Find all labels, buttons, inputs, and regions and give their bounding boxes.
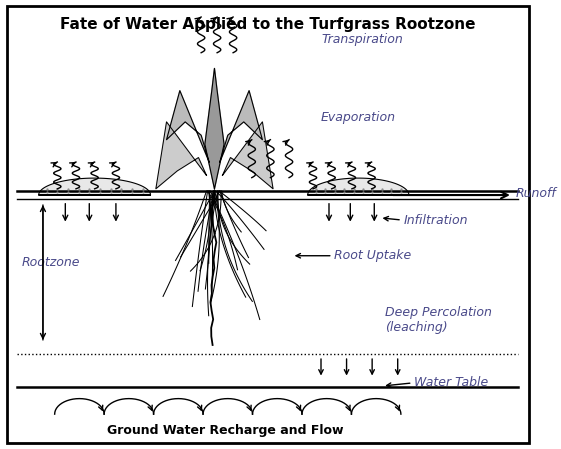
Text: Fate of Water Applied to the Turfgrass Rootzone: Fate of Water Applied to the Turfgrass R… bbox=[60, 17, 476, 32]
Polygon shape bbox=[39, 178, 150, 195]
Text: Water Table: Water Table bbox=[414, 376, 489, 389]
Text: Infiltration: Infiltration bbox=[403, 214, 468, 227]
Polygon shape bbox=[307, 178, 409, 195]
Polygon shape bbox=[205, 68, 224, 189]
Text: Runoff: Runoff bbox=[516, 187, 556, 200]
Polygon shape bbox=[167, 91, 209, 162]
Text: Root Uptake: Root Uptake bbox=[334, 249, 412, 262]
Text: Rootzone: Rootzone bbox=[22, 256, 80, 269]
Text: Transpiration: Transpiration bbox=[321, 33, 403, 46]
Polygon shape bbox=[220, 91, 263, 162]
Polygon shape bbox=[156, 122, 206, 189]
Text: Evaporation: Evaporation bbox=[321, 111, 396, 124]
Text: Deep Percolation
(leaching): Deep Percolation (leaching) bbox=[385, 306, 492, 335]
Text: Ground Water Recharge and Flow: Ground Water Recharge and Flow bbox=[107, 424, 343, 437]
Polygon shape bbox=[223, 122, 273, 189]
